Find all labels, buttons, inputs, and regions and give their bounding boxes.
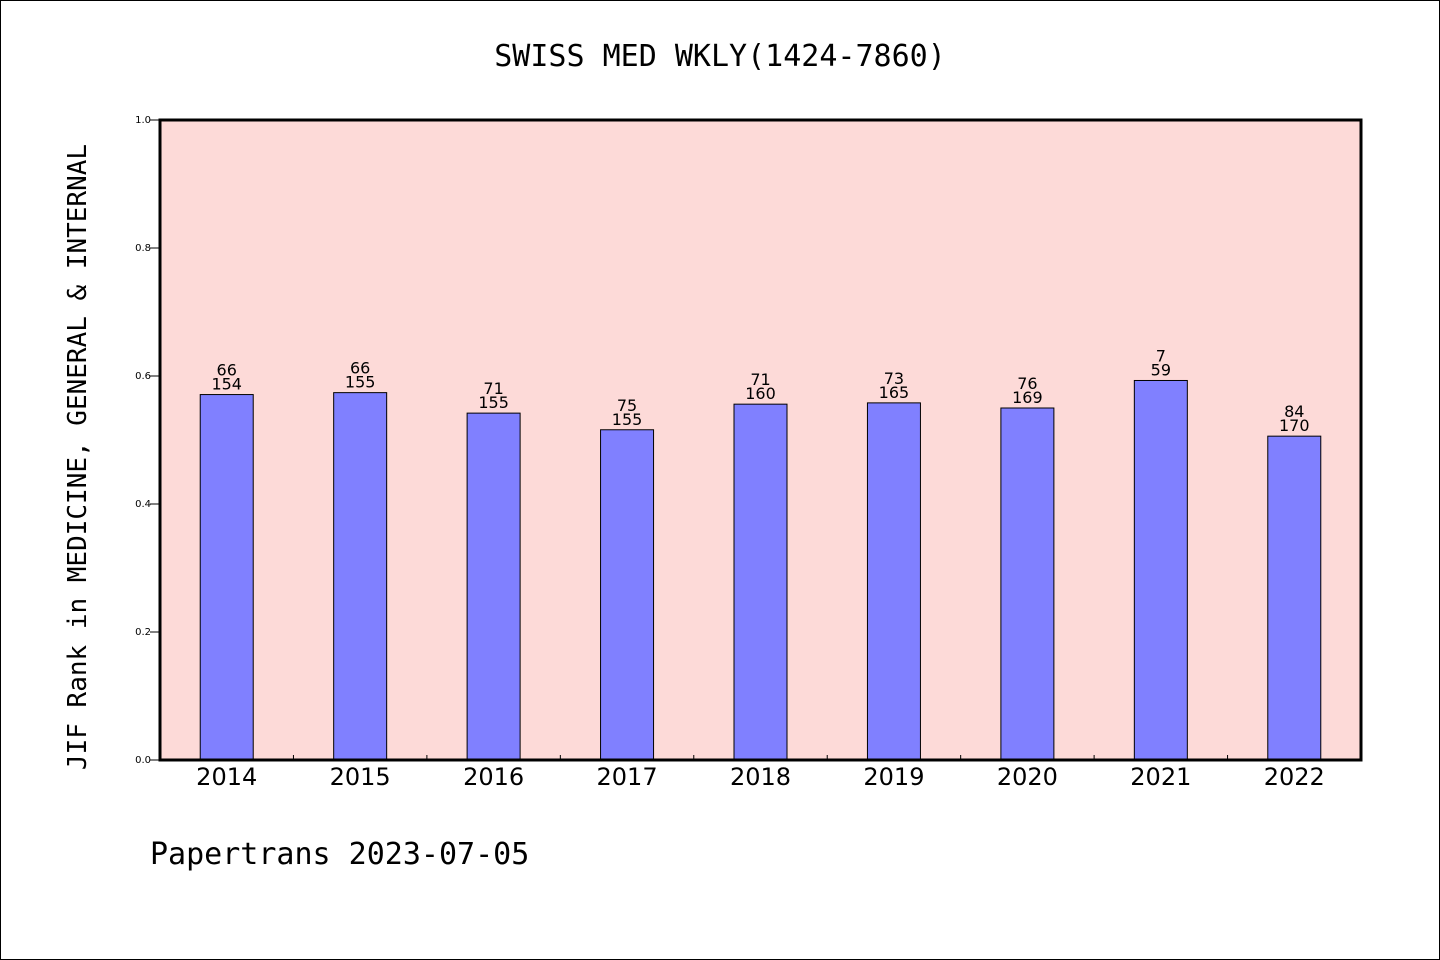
bar-total-label-2017: 155 (612, 410, 643, 429)
bar-rank-label-2018: 71 (750, 370, 770, 389)
x-tick-label-2014: 2014 (196, 763, 257, 791)
y-tick-label-1.0: 1.0 (135, 115, 151, 126)
bar-total-label-2018: 160 (745, 384, 776, 403)
x-tick-label-2020: 2020 (997, 763, 1058, 791)
bar-rank-label-2021: 7 (1156, 346, 1166, 365)
bar-total-label-2016: 155 (478, 393, 509, 412)
bar-rank-label-2015: 66 (350, 359, 370, 378)
bar-rank-label-2017: 75 (617, 396, 637, 415)
y-tick-label-0.6: 0.6 (135, 371, 151, 382)
footer-credit: Papertrans 2023-07-05 (150, 837, 529, 872)
y-axis-label: JIF Rank in MEDICINE, GENERAL & INTERNAL (63, 144, 93, 770)
bar-rank-label-2020: 76 (1017, 374, 1037, 393)
y-tick-label-0.8: 0.8 (135, 243, 151, 254)
bar-total-label-2021: 59 (1151, 360, 1171, 379)
bar-total-label-2022: 170 (1279, 416, 1310, 435)
x-tick-label-2015: 2015 (330, 763, 391, 791)
bars (199, 379, 1322, 761)
bar-2019 (866, 402, 921, 761)
bar-total-label-2014: 154 (211, 375, 242, 394)
bar-rank-label-2022: 84 (1284, 402, 1304, 421)
y-tick-label-0.4: 0.4 (135, 499, 151, 510)
x-axis: 2014 2015 2016 2017 2018 2019 2020 2021 2022 (196, 755, 1325, 791)
bar-2022 (1267, 435, 1322, 761)
y-axis: 0.0 0.2 0.4 0.6 0.8 1.0 (135, 115, 160, 766)
chart-title: SWISS MED WKLY(1424-7860) (494, 39, 946, 74)
y-tick-label-0.0: 0.0 (135, 755, 151, 766)
bar-2017 (600, 429, 655, 761)
bar-rank-label-2019: 73 (884, 369, 904, 388)
bar-total-label-2019: 165 (879, 383, 910, 402)
bar-2015 (333, 392, 388, 761)
x-tick-label-2017: 2017 (597, 763, 658, 791)
bar-total-label-2015: 155 (345, 373, 376, 392)
bar-2021 (1133, 379, 1188, 761)
bar-rank-label-2016: 71 (483, 379, 503, 398)
x-tick-label-2022: 2022 (1264, 763, 1325, 791)
bar-2016 (466, 412, 521, 761)
bar-rank-label-2014: 66 (217, 361, 237, 380)
bar-2014 (199, 394, 254, 761)
x-tick-label-2019: 2019 (863, 763, 924, 791)
bar-2018 (733, 403, 788, 761)
bar-total-label-2020: 169 (1012, 388, 1043, 407)
x-tick-label-2021: 2021 (1130, 763, 1191, 791)
y-tick-label-0.2: 0.2 (135, 627, 151, 638)
x-tick-label-2018: 2018 (730, 763, 791, 791)
x-tick-label-2016: 2016 (463, 763, 524, 791)
bar-2020 (1000, 407, 1055, 761)
plot-border (158, 118, 1363, 762)
